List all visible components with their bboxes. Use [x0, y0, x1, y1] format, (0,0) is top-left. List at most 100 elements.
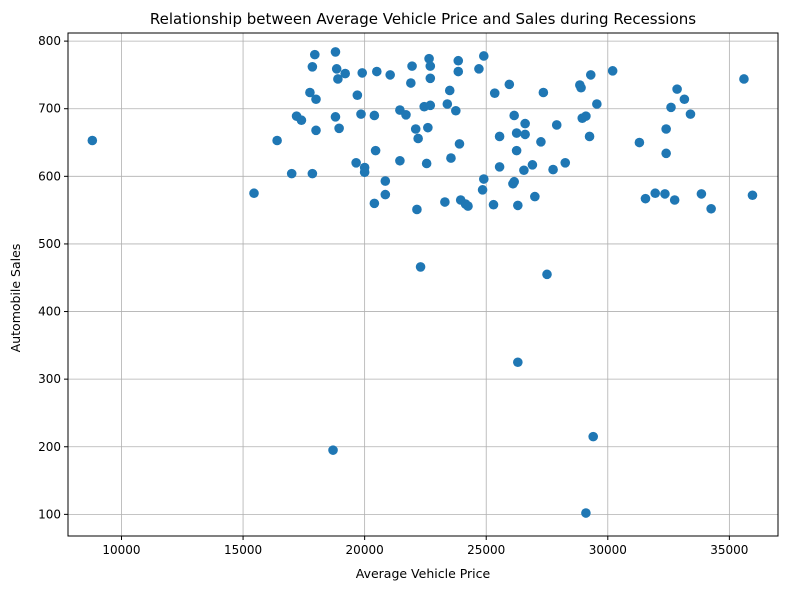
data-point — [536, 137, 546, 147]
data-point — [356, 109, 366, 119]
data-point — [340, 68, 350, 79]
data-point — [424, 53, 434, 64]
data-point — [530, 191, 540, 202]
data-point — [519, 165, 529, 176]
x-tick-label: 20000 — [346, 543, 384, 557]
data-point — [421, 158, 432, 169]
data-points — [87, 47, 758, 518]
data-point — [272, 135, 282, 146]
data-point — [548, 164, 558, 175]
data-point — [513, 357, 523, 368]
data-point — [385, 70, 395, 80]
data-point — [359, 162, 370, 173]
data-point — [442, 99, 453, 109]
data-point — [369, 198, 380, 209]
data-point — [576, 82, 586, 93]
data-point — [488, 199, 499, 210]
data-point — [446, 153, 456, 163]
x-tick-label: 10000 — [102, 543, 140, 557]
data-point — [369, 110, 380, 121]
data-point — [307, 168, 318, 179]
y-tick-label: 300 — [38, 372, 61, 386]
data-point — [454, 139, 465, 149]
data-point — [425, 73, 436, 84]
y-tick-label: 500 — [38, 237, 61, 251]
chart-title: Relationship between Average Vehicle Pri… — [150, 10, 696, 28]
x-tick-label: 25000 — [467, 543, 505, 557]
data-point — [305, 87, 315, 98]
data-point — [440, 197, 450, 207]
axis-ticks: 10000 15000 20000 25000 30000 35000 100 200 300 4… — [38, 34, 748, 557]
data-point — [286, 168, 297, 179]
data-point — [453, 66, 464, 77]
data-point — [706, 203, 716, 214]
data-point — [542, 269, 552, 280]
data-point — [412, 204, 422, 215]
data-point — [607, 66, 618, 76]
x-tick-label: 30000 — [589, 543, 627, 557]
data-point — [650, 188, 661, 199]
data-point — [509, 176, 519, 187]
data-point — [581, 508, 591, 518]
data-point — [588, 431, 599, 442]
data-point — [634, 137, 645, 148]
data-point — [357, 68, 368, 78]
data-point — [520, 118, 530, 129]
data-point — [581, 111, 591, 121]
data-point — [425, 61, 436, 71]
data-point — [696, 189, 707, 199]
data-point — [311, 125, 321, 136]
x-tick-label: 15000 — [224, 543, 262, 557]
data-point — [504, 79, 515, 90]
data-point — [739, 74, 749, 84]
data-point — [380, 176, 391, 186]
data-point — [511, 145, 522, 156]
data-point — [640, 193, 651, 204]
data-point — [585, 70, 596, 80]
data-point — [661, 148, 671, 159]
data-point — [334, 123, 344, 134]
data-point — [494, 131, 505, 142]
data-point — [296, 115, 307, 126]
data-point — [551, 120, 562, 130]
data-point — [679, 94, 690, 105]
data-point — [513, 200, 523, 211]
y-axis-label: Automobile Sales — [8, 244, 23, 353]
data-point — [474, 64, 484, 74]
data-point — [666, 102, 676, 113]
data-point — [413, 133, 423, 144]
data-point — [423, 122, 433, 133]
data-point — [407, 61, 417, 71]
data-point — [520, 129, 530, 140]
data-point — [328, 445, 338, 455]
data-point — [451, 105, 461, 116]
data-point — [538, 87, 549, 98]
data-point — [478, 51, 489, 61]
data-point — [592, 99, 602, 109]
x-axis-label: Average Vehicle Price — [356, 566, 491, 581]
x-tick-label: 35000 — [710, 543, 748, 557]
data-point — [370, 145, 381, 156]
data-point — [331, 64, 342, 74]
data-point — [87, 135, 98, 146]
data-point — [425, 100, 436, 111]
y-tick-label: 700 — [38, 102, 61, 116]
data-point — [661, 124, 671, 134]
data-point — [444, 85, 455, 96]
data-point — [330, 112, 341, 122]
data-point — [307, 62, 318, 72]
data-point — [380, 189, 391, 200]
data-point — [401, 110, 411, 120]
data-point — [352, 90, 363, 100]
y-tick-label: 400 — [38, 305, 61, 319]
data-point — [685, 109, 696, 119]
data-point — [330, 47, 341, 57]
data-point — [478, 174, 489, 184]
data-point — [453, 55, 464, 66]
data-point — [669, 195, 680, 205]
data-point — [415, 262, 426, 272]
y-tick-label: 600 — [38, 169, 61, 183]
y-tick-label: 100 — [38, 507, 61, 521]
data-point — [395, 155, 405, 166]
